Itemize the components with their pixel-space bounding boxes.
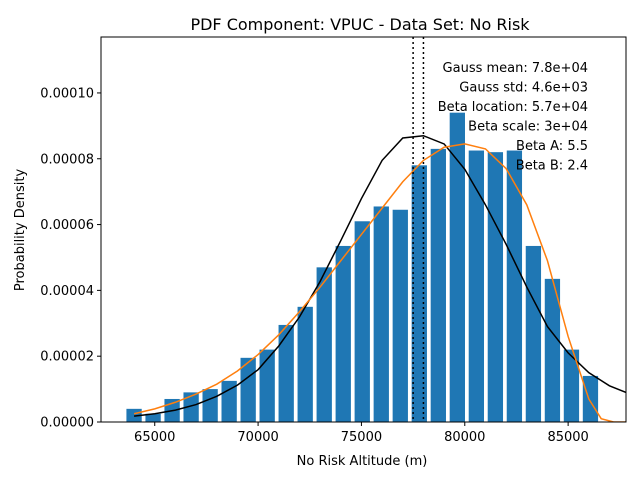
x-tick-label: 65000 bbox=[134, 430, 175, 445]
x-tick-label: 85000 bbox=[547, 430, 588, 445]
histogram-bar bbox=[183, 392, 199, 422]
x-tick-label: 70000 bbox=[237, 430, 278, 445]
histogram-bar bbox=[449, 112, 465, 423]
histogram-bar bbox=[468, 150, 485, 422]
histogram-bar bbox=[544, 278, 561, 422]
y-tick-label: 0.00008 bbox=[40, 152, 94, 167]
fit-parameter-annotation: Beta A: 5.5 bbox=[516, 139, 588, 154]
y-tick-label: 0.00010 bbox=[40, 86, 94, 101]
histogram-bar bbox=[411, 165, 427, 422]
histogram-bar bbox=[392, 209, 408, 422]
x-axis-label: No Risk Altitude (m) bbox=[297, 454, 428, 469]
histogram-bar bbox=[145, 413, 161, 422]
plot-area: 65000 70000 75000 80000 85000 0.00000 0.00002 0… bbox=[40, 36, 627, 445]
y-tick-label: 0.00006 bbox=[40, 218, 94, 233]
histogram-bar bbox=[316, 267, 332, 422]
histogram-bar bbox=[487, 152, 504, 423]
x-tick-label: 80000 bbox=[444, 430, 485, 445]
histogram-bar bbox=[278, 324, 294, 422]
gauss-fit-curve bbox=[133, 134, 626, 417]
histogram-bar bbox=[259, 349, 275, 422]
histogram-bar bbox=[202, 389, 218, 422]
fit-parameter-annotation: Beta scale: 3e+04 bbox=[468, 120, 588, 135]
fit-parameter-annotation: Beta B: 2.4 bbox=[516, 159, 588, 174]
fit-parameter-annotation: Gauss std: 4.6e+03 bbox=[459, 81, 588, 96]
y-tick-label: 0.00002 bbox=[40, 350, 94, 365]
plot-frame bbox=[100, 36, 627, 423]
histogram-bar bbox=[297, 306, 313, 422]
histogram-bar bbox=[582, 375, 599, 422]
histogram-bar bbox=[373, 206, 389, 422]
histogram-bar bbox=[506, 150, 523, 422]
histogram-bar bbox=[354, 221, 370, 422]
beta-fit-curve bbox=[133, 143, 626, 422]
histogram-bar bbox=[430, 148, 446, 422]
x-tick-label: 75000 bbox=[341, 430, 382, 445]
y-tick-label: 0.00000 bbox=[40, 416, 94, 431]
y-axis-label: Probability Density bbox=[13, 169, 28, 292]
histogram-bar bbox=[335, 245, 351, 422]
fit-parameter-annotation: Gauss mean: 7.8e+04 bbox=[443, 61, 588, 76]
histogram-bar bbox=[525, 245, 542, 422]
histogram-bar bbox=[563, 349, 580, 422]
chart-title: PDF Component: VPUC - Data Set: No Risk bbox=[190, 15, 530, 34]
fit-parameter-annotation: Beta location: 5.7e+04 bbox=[438, 100, 588, 115]
y-tick-label: 0.00004 bbox=[40, 284, 94, 299]
